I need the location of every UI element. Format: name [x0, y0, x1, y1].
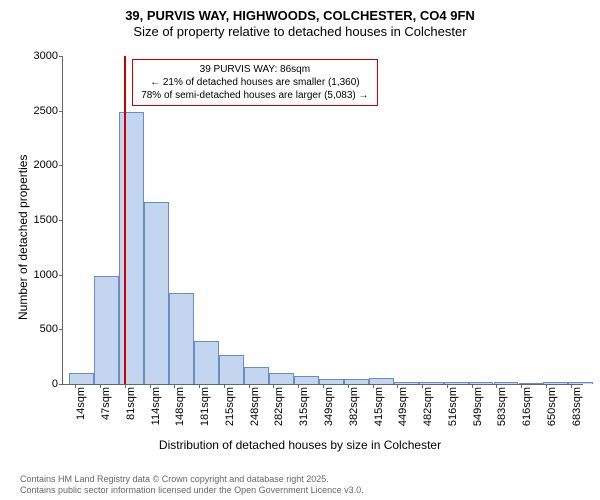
y-tick-mark [59, 111, 63, 112]
histogram-bar [194, 341, 219, 384]
x-tick-label: 215sqm [224, 384, 236, 426]
x-tick-mark [571, 384, 572, 388]
histogram-bar [144, 202, 169, 384]
x-tick-mark [323, 384, 324, 388]
x-tick-label: 81sqm [125, 384, 137, 420]
histogram-bar [419, 382, 444, 384]
histogram-bar [494, 382, 519, 384]
y-axis-label: Number of detached properties [16, 155, 30, 320]
y-tick-mark [59, 220, 63, 221]
x-tick-label: 415sqm [373, 384, 385, 426]
histogram-bar [319, 379, 344, 384]
x-tick-label: 549sqm [472, 384, 484, 426]
y-tick-mark [59, 56, 63, 57]
x-tick-mark [199, 384, 200, 388]
histogram-bar [294, 376, 319, 384]
x-tick-label: 282sqm [273, 384, 285, 426]
x-tick-label: 14sqm [75, 384, 87, 420]
x-tick-label: 181sqm [199, 384, 211, 426]
y-tick-mark [59, 275, 63, 276]
histogram-bar [469, 382, 494, 384]
x-tick-label: 683sqm [571, 384, 583, 426]
x-tick-label: 650sqm [546, 384, 558, 426]
histogram-bar [244, 367, 269, 384]
chart-title: 39, PURVIS WAY, HIGHWOODS, COLCHESTER, C… [0, 0, 600, 24]
histogram-bar [219, 355, 244, 384]
x-tick-mark [472, 384, 473, 388]
property-marker-line [124, 56, 126, 384]
x-tick-label: 449sqm [397, 384, 409, 426]
chart-container: 39, PURVIS WAY, HIGHWOODS, COLCHESTER, C… [0, 0, 600, 500]
y-tick-mark [59, 165, 63, 166]
histogram-bar [169, 293, 194, 384]
histogram-bar [444, 382, 469, 384]
x-tick-mark [447, 384, 448, 388]
x-tick-mark [125, 384, 126, 388]
x-tick-mark [373, 384, 374, 388]
annotation-box: 39 PURVIS WAY: 86sqm← 21% of detached ho… [132, 59, 377, 106]
x-tick-mark [273, 384, 274, 388]
x-tick-label: 349sqm [323, 384, 335, 426]
histogram-bar [568, 382, 593, 384]
histogram-bar [394, 382, 419, 384]
x-tick-mark [422, 384, 423, 388]
annotation-line: 78% of semi-detached houses are larger (… [141, 89, 368, 102]
x-tick-label: 516sqm [447, 384, 459, 426]
x-tick-mark [224, 384, 225, 388]
annotation-line: ← 21% of detached houses are smaller (1,… [141, 76, 368, 89]
chart-subtitle: Size of property relative to detached ho… [0, 24, 600, 40]
x-tick-mark [348, 384, 349, 388]
y-tick-mark [59, 384, 63, 385]
x-tick-mark [249, 384, 250, 388]
histogram-bar [69, 373, 94, 384]
x-tick-label: 616sqm [521, 384, 533, 426]
x-tick-mark [150, 384, 151, 388]
y-tick-mark [59, 329, 63, 330]
x-tick-label: 47sqm [100, 384, 112, 420]
x-tick-label: 315sqm [298, 384, 310, 426]
x-tick-label: 248sqm [249, 384, 261, 426]
x-tick-mark [546, 384, 547, 388]
histogram-bar [344, 379, 369, 384]
histogram-bar [369, 378, 394, 384]
histogram-bar [269, 373, 294, 384]
histogram-bar [94, 276, 119, 384]
x-tick-mark [397, 384, 398, 388]
x-tick-label: 482sqm [422, 384, 434, 426]
x-tick-mark [298, 384, 299, 388]
histogram-bar [543, 382, 568, 384]
footer-text: Contains HM Land Registry data © Crown c… [20, 474, 364, 496]
x-tick-mark [75, 384, 76, 388]
x-tick-label: 148sqm [174, 384, 186, 426]
x-axis-label: Distribution of detached houses by size … [0, 438, 600, 452]
footer-line-2: Contains public sector information licen… [20, 485, 364, 496]
x-tick-mark [521, 384, 522, 388]
x-tick-label: 382sqm [348, 384, 360, 426]
footer-line-1: Contains HM Land Registry data © Crown c… [20, 474, 364, 485]
histogram-bar [119, 112, 144, 384]
x-tick-label: 583sqm [496, 384, 508, 426]
x-tick-mark [100, 384, 101, 388]
annotation-line: 39 PURVIS WAY: 86sqm [141, 63, 368, 76]
histogram-bar [519, 383, 544, 384]
x-tick-mark [496, 384, 497, 388]
x-tick-label: 114sqm [150, 384, 162, 425]
x-tick-mark [174, 384, 175, 388]
